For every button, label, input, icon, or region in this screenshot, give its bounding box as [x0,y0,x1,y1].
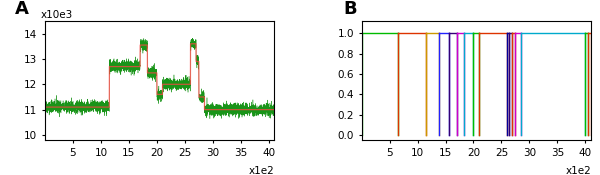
Text: x1e2: x1e2 [565,166,591,175]
Text: x10e3: x10e3 [40,10,73,20]
Text: x1e2: x1e2 [248,166,274,175]
Text: A: A [15,0,29,18]
Text: B: B [343,0,357,18]
